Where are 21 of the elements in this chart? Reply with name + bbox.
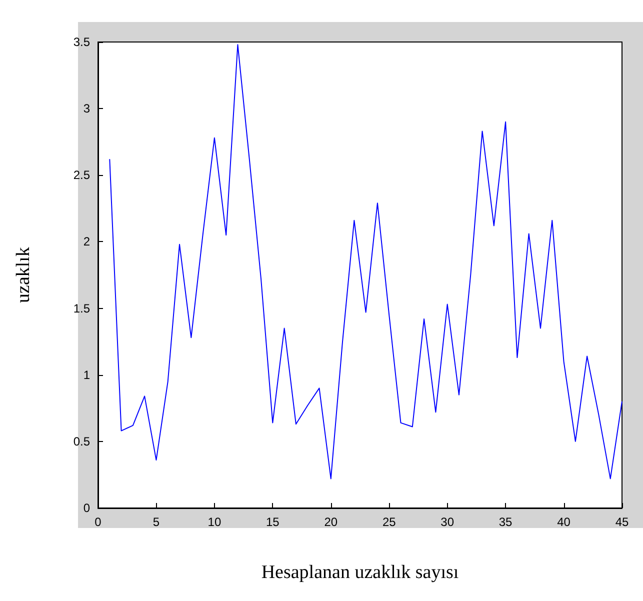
x-tick-label: 35 (498, 515, 513, 529)
x-tick-label: 25 (382, 515, 396, 529)
x-axis-title: Hesaplanan uzaklık sayısı (261, 562, 459, 583)
x-tick-label: 30 (440, 515, 454, 529)
y-tick-label: 1.5 (73, 301, 90, 316)
x-tick-label: 15 (266, 515, 280, 529)
y-tick-label: 3.5 (73, 35, 90, 49)
line-series (109, 44, 622, 480)
x-tick-label: 40 (557, 515, 571, 529)
y-tick-label: 1 (83, 368, 90, 382)
y-tick-label: 3 (83, 102, 90, 116)
y-tick-label: 2 (83, 234, 90, 249)
y-axis-title: uzaklık (13, 246, 34, 303)
x-tick-label: 20 (324, 515, 338, 529)
y-tick-label: 2.5 (73, 168, 90, 182)
x-tick-label: 10 (208, 515, 222, 529)
y-tick-label: 0.5 (73, 434, 90, 448)
x-tick-label: 0 (94, 515, 102, 529)
y-tick-label: 0 (83, 501, 90, 515)
x-tick-label: 5 (152, 515, 160, 529)
x-tick-label: 45 (615, 515, 629, 529)
